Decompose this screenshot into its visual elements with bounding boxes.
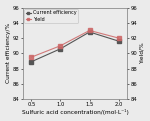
Y-axis label: Yield/%: Yield/%	[140, 42, 144, 64]
Current efficiency	[30, 61, 32, 62]
Current efficiency	[89, 31, 90, 33]
Y-axis label: Current efficiency/%: Current efficiency/%	[6, 23, 10, 83]
Current efficiency	[60, 48, 61, 49]
Line: Yield: Yield	[30, 29, 120, 59]
Legend: Current efficiency, Yield: Current efficiency, Yield	[24, 9, 78, 23]
X-axis label: Sulfuric acid concentration/(mol·L⁻¹): Sulfuric acid concentration/(mol·L⁻¹)	[22, 109, 128, 115]
Yield	[118, 37, 120, 39]
Yield	[89, 30, 90, 31]
Yield	[30, 57, 32, 58]
Current efficiency	[118, 40, 120, 42]
Yield	[60, 45, 61, 46]
Line: Current efficiency: Current efficiency	[30, 30, 120, 63]
